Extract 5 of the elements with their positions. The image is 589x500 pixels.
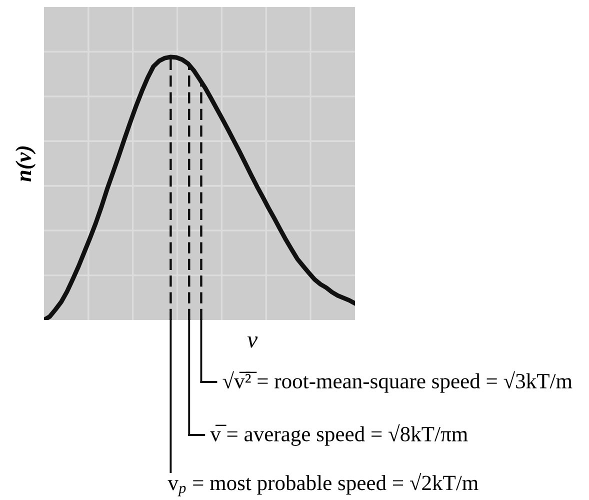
text: √v̅²̅ = root-mean-square speed = √3kT/m [222, 371, 572, 393]
x-axis-title: v [247, 336, 258, 348]
text: v$_{p}$ = most probable speed = √2kT/m [168, 473, 478, 496]
text: v̅ = average speed = √8kT/πm [210, 424, 468, 446]
y-axis-title: n(v) [16, 146, 36, 182]
